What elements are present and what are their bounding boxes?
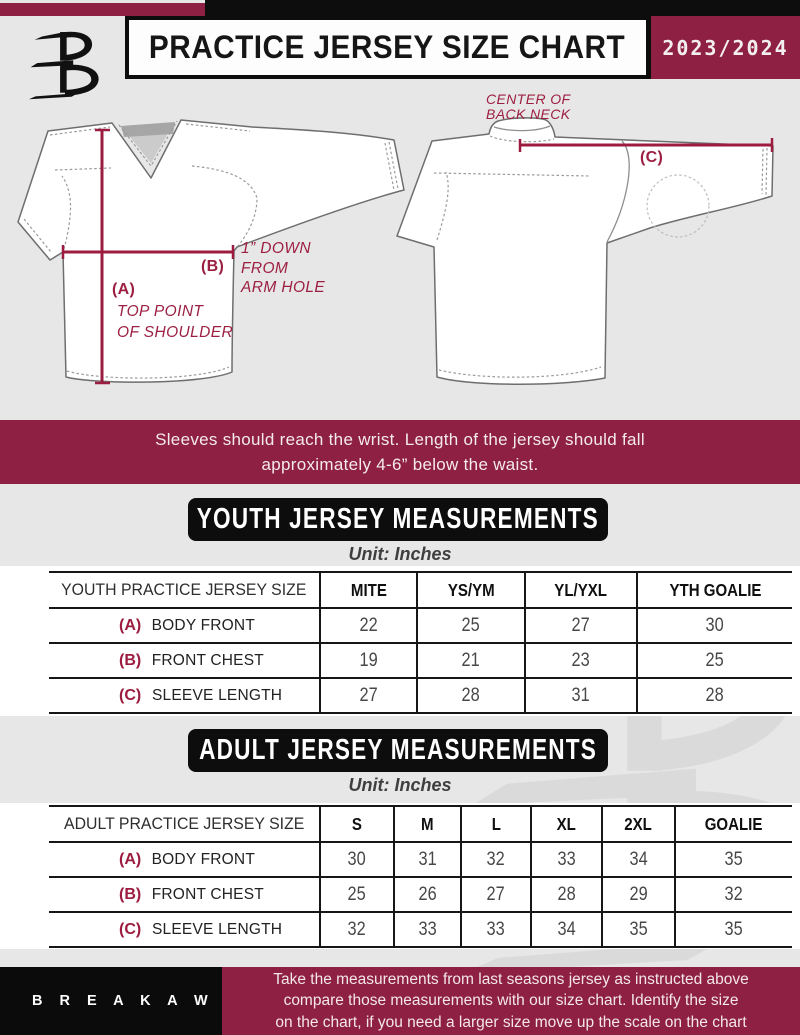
table-cell: 35 [601, 913, 674, 948]
label-c: (C) [640, 149, 664, 166]
youth-col-ylyxl: YL/YXL [524, 573, 636, 609]
youth-heading: YOUTH JERSEY MEASUREMENTS [196, 503, 600, 535]
adult-section-header: ADULT JERSEY MEASUREMENTS [188, 729, 608, 772]
table-cell: 35 [674, 843, 792, 878]
youth-row-b-label: (B) FRONT CHEST [49, 644, 319, 679]
youth-section-header: YOUTH JERSEY MEASUREMENTS [188, 498, 608, 541]
season-label: 2023/2024 [662, 35, 789, 60]
table-cell: 25 [636, 644, 792, 679]
youth-col-mite: MITE [319, 573, 416, 609]
back-jersey-diagram [396, 117, 774, 385]
fit-note-line2: approximately 4-6” below the waist. [261, 454, 539, 474]
adult-row-b-label: (B) FRONT CHEST [49, 878, 319, 913]
table-cell: 26 [393, 878, 460, 913]
adult-size-header-cell: ADULT PRACTICE JERSEY SIZE [49, 807, 319, 843]
top-strip-maroon [0, 3, 205, 16]
jersey-diagrams [17, 117, 774, 385]
youth-row-c-label: (C) SLEEVE LENGTH [49, 679, 319, 714]
header-title-box: PRACTICE JERSEY SIZE CHART [129, 20, 646, 75]
table-cell: 28 [530, 878, 601, 913]
page-title: PRACTICE JERSEY SIZE CHART [149, 29, 626, 65]
table-cell: 27 [319, 679, 416, 714]
adult-row-c-label: (C) SLEEVE LENGTH [49, 913, 319, 948]
adult-col-m: M [393, 807, 460, 843]
season-badge: 2023/2024 [651, 16, 800, 79]
table-cell: 32 [674, 878, 792, 913]
footer-brand-block: B R E A K A W A Y [0, 967, 261, 1035]
footer-line3: on the chart, if you need a larger size … [275, 1013, 747, 1031]
measurement-lines [61, 128, 774, 385]
breakaway-logo-icon [28, 31, 99, 100]
brand-wordmark: B R E A K A W A Y [32, 993, 268, 1009]
table-cell: 30 [636, 609, 792, 644]
table-cell: 31 [524, 679, 636, 714]
youth-unit-label: Unit: Inches [348, 544, 452, 564]
adult-col-xl: XL [530, 807, 601, 843]
note-top-point-of-shoulder: TOP POINT OF SHOULDER [117, 303, 234, 341]
adult-unit-label: Unit: Inches [348, 775, 452, 795]
label-a: (A) [112, 281, 136, 298]
table-cell: 22 [319, 609, 416, 644]
youth-size-table: YOUTH PRACTICE JERSEY SIZE MITE YS/YM YL… [49, 571, 792, 714]
label-b: (B) [201, 258, 225, 275]
fit-note-banner: Sleeves should reach the wrist. Length o… [0, 420, 800, 484]
table-cell: 35 [674, 913, 792, 948]
footer-line2: compare those measurements with our size… [283, 992, 739, 1010]
note-arm-hole: 1” DOWN FROM ARM HOLE [241, 240, 326, 296]
note-center-of-back-neck: CENTER OF BACK NECK [486, 91, 571, 122]
table-cell: 28 [416, 679, 524, 714]
table-cell: 28 [636, 679, 792, 714]
table-cell: 34 [601, 843, 674, 878]
top-strip-black [205, 0, 800, 16]
table-cell: 27 [460, 878, 530, 913]
table-cell: 34 [530, 913, 601, 948]
adult-col-s: S [319, 807, 393, 843]
youth-size-header-cell: YOUTH PRACTICE JERSEY SIZE [49, 573, 319, 609]
youth-row-a-label: (A) BODY FRONT [49, 609, 319, 644]
adult-col-l: L [460, 807, 530, 843]
youth-table-background [0, 566, 800, 716]
adult-heading: ADULT JERSEY MEASUREMENTS [199, 734, 597, 766]
table-cell: 23 [524, 644, 636, 679]
footer-instructions: Take the measurements from last seasons … [222, 967, 800, 1035]
table-cell: 21 [416, 644, 524, 679]
table-cell: 25 [416, 609, 524, 644]
table-cell: 29 [601, 878, 674, 913]
table-cell: 19 [319, 644, 416, 679]
youth-col-ysym: YS/YM [416, 573, 524, 609]
youth-col-goalie: YTH GOALIE [636, 573, 792, 609]
footer-line1: Take the measurements from last seasons … [273, 970, 749, 988]
fit-note-line1: Sleeves should reach the wrist. Length o… [155, 429, 645, 449]
adult-size-table: ADULT PRACTICE JERSEY SIZE S M L XL 2XL … [49, 805, 792, 948]
table-cell: 25 [319, 878, 393, 913]
table-cell: 30 [319, 843, 393, 878]
table-cell: 32 [460, 843, 530, 878]
adult-row-a-label: (A) BODY FRONT [49, 843, 319, 878]
table-cell: 33 [460, 913, 530, 948]
table-cell: 33 [393, 913, 460, 948]
adult-col-goalie: GOALIE [674, 807, 792, 843]
table-cell: 27 [524, 609, 636, 644]
adult-col-2xl: 2XL [601, 807, 674, 843]
table-cell: 31 [393, 843, 460, 878]
table-cell: 33 [530, 843, 601, 878]
table-cell: 32 [319, 913, 393, 948]
